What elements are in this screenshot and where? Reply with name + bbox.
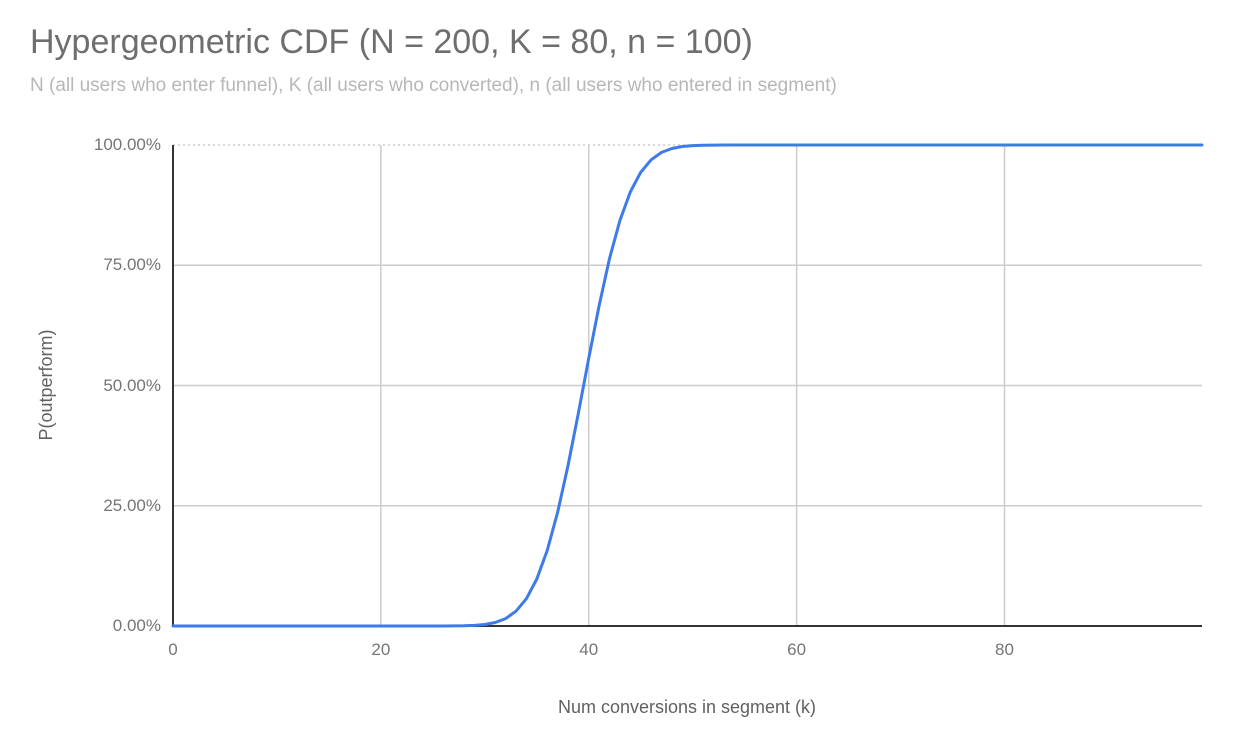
x-axis-title: Num conversions in segment (k)	[557, 697, 817, 717]
gridlines	[173, 144, 1202, 626]
x-tick-label: 20	[371, 640, 391, 659]
x-tick-label: 80	[995, 640, 1014, 659]
y-tick-label: 100.00%	[93, 135, 161, 154]
y-tick-label: 0.00%	[112, 616, 161, 635]
y-tick-label: 50.00%	[103, 375, 161, 395]
x-tick-label: 40	[579, 640, 599, 659]
chart-subtitle: N (all users who enter funnel), K (all u…	[30, 75, 837, 96]
x-tick-label: 60	[787, 640, 807, 659]
chart-title: Hypergeometric CDF (N = 200, K = 80, n =…	[30, 23, 753, 61]
x-tick-label: 0	[168, 640, 178, 659]
y-tick-label: 25.00%	[103, 495, 161, 515]
y-axis-title: P(outperform)	[36, 329, 56, 441]
y-tick-label: 75.00%	[103, 255, 161, 275]
cdf-series-line	[171, 143, 1204, 628]
